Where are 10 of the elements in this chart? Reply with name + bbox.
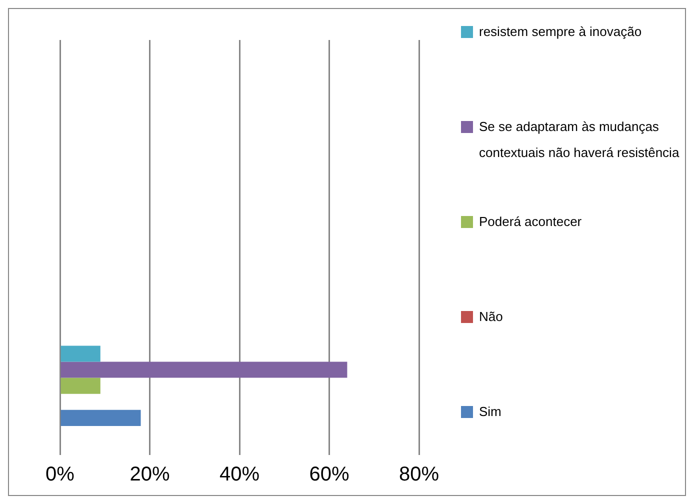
x-tick-label: 20% [130, 464, 170, 486]
x-tick-label: 80% [398, 464, 440, 486]
legend-label: Não [479, 308, 503, 326]
x-tick-label: 40% [219, 464, 260, 486]
legend-label: resistem sempre à inovação [479, 23, 642, 41]
legend-label: Poderá acontecer [479, 213, 582, 231]
x-tick-label: 60% [309, 464, 350, 486]
legend-label: Sim [479, 403, 502, 421]
x-tick-label: 0% [46, 464, 75, 486]
legend-label: Se se adaptaram às mudanças contextuais não haverá resistência [479, 118, 680, 162]
